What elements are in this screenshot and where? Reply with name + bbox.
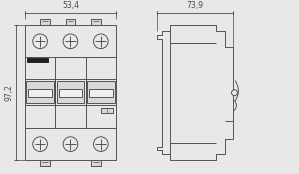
Text: 73,9: 73,9 [186, 1, 203, 10]
Bar [26, 81, 54, 104]
Circle shape [94, 137, 108, 152]
Circle shape [94, 34, 108, 49]
Circle shape [63, 137, 78, 152]
Bar [91, 160, 100, 166]
Bar [89, 89, 112, 97]
Text: 97,2: 97,2 [4, 84, 13, 101]
Bar [59, 89, 82, 97]
Bar [65, 19, 75, 25]
Bar [40, 19, 50, 25]
Polygon shape [157, 25, 233, 160]
Bar [57, 81, 84, 104]
Bar [25, 25, 116, 160]
Bar [87, 81, 115, 104]
Bar [101, 108, 113, 113]
Circle shape [33, 34, 48, 49]
Bar [40, 160, 50, 166]
Text: 53,4: 53,4 [62, 1, 79, 10]
Bar [28, 89, 52, 97]
Bar [27, 58, 48, 62]
Bar [91, 19, 100, 25]
Circle shape [63, 34, 78, 49]
Circle shape [231, 90, 237, 96]
Circle shape [33, 137, 48, 152]
